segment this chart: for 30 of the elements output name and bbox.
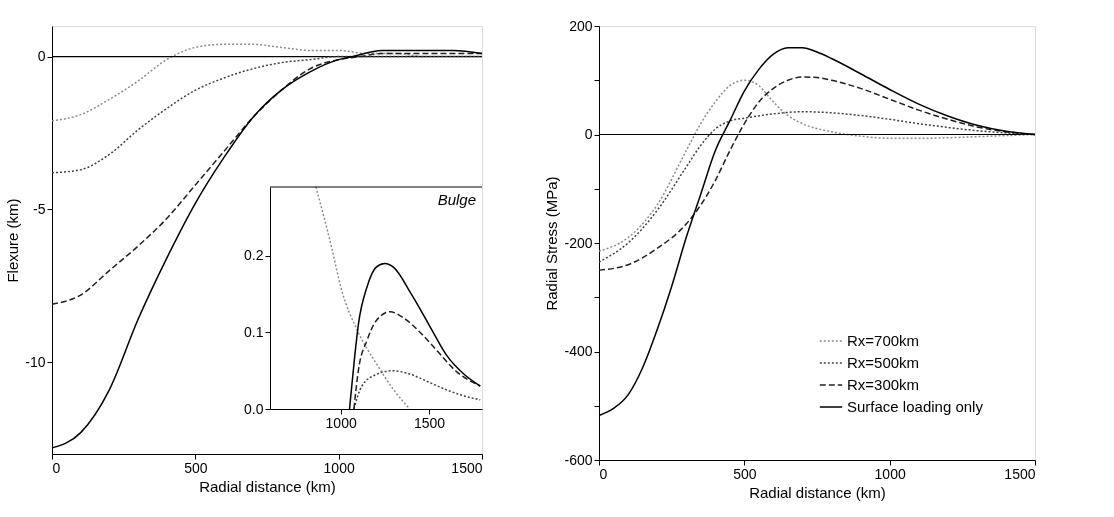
y-axis-title: Radial Stress (MPa) [543, 176, 561, 311]
legend-label: Rx=300km [847, 376, 920, 393]
x-tick-label: 0 [52, 459, 61, 476]
x-tick-label: 0 [599, 465, 608, 482]
y-tick-label: 0 [37, 48, 46, 65]
y-tick-label: 0.0 [244, 400, 264, 417]
x-tick-label: 1000 [874, 465, 906, 482]
x-axis-title: Radial distance (km) [749, 483, 886, 501]
y-tick-label: -600 [564, 451, 593, 468]
y-tick-label: -5 [33, 200, 46, 217]
annotation: Bulge [437, 191, 476, 208]
y-tick-label: 200 [569, 17, 593, 34]
y-tick-label: -400 [564, 343, 593, 359]
legend-label: Rx=700km [847, 332, 920, 349]
y-tick-label: -10 [25, 353, 46, 370]
x-tick-label: 500 [733, 465, 757, 482]
x-axis-title: Radial distance (km) [199, 477, 336, 495]
x-tick-label: 1500 [413, 414, 446, 431]
y-tick-label: 0.2 [244, 247, 264, 264]
x-tick-label: 1000 [323, 459, 355, 476]
x-tick-label: 1500 [451, 459, 483, 476]
y-axis-title: Flexure (km) [4, 198, 22, 283]
legend-label: Rx=500km [847, 354, 920, 371]
x-tick-label: 1000 [325, 414, 357, 431]
legend-label: Surface loading only [847, 398, 984, 415]
x-tick-label: 500 [184, 459, 208, 476]
y-tick-label: 0 [584, 126, 593, 142]
y-tick-label: 0.1 [244, 323, 264, 340]
y-tick-label: -200 [564, 234, 593, 251]
x-tick-label: 1500 [1004, 465, 1036, 482]
